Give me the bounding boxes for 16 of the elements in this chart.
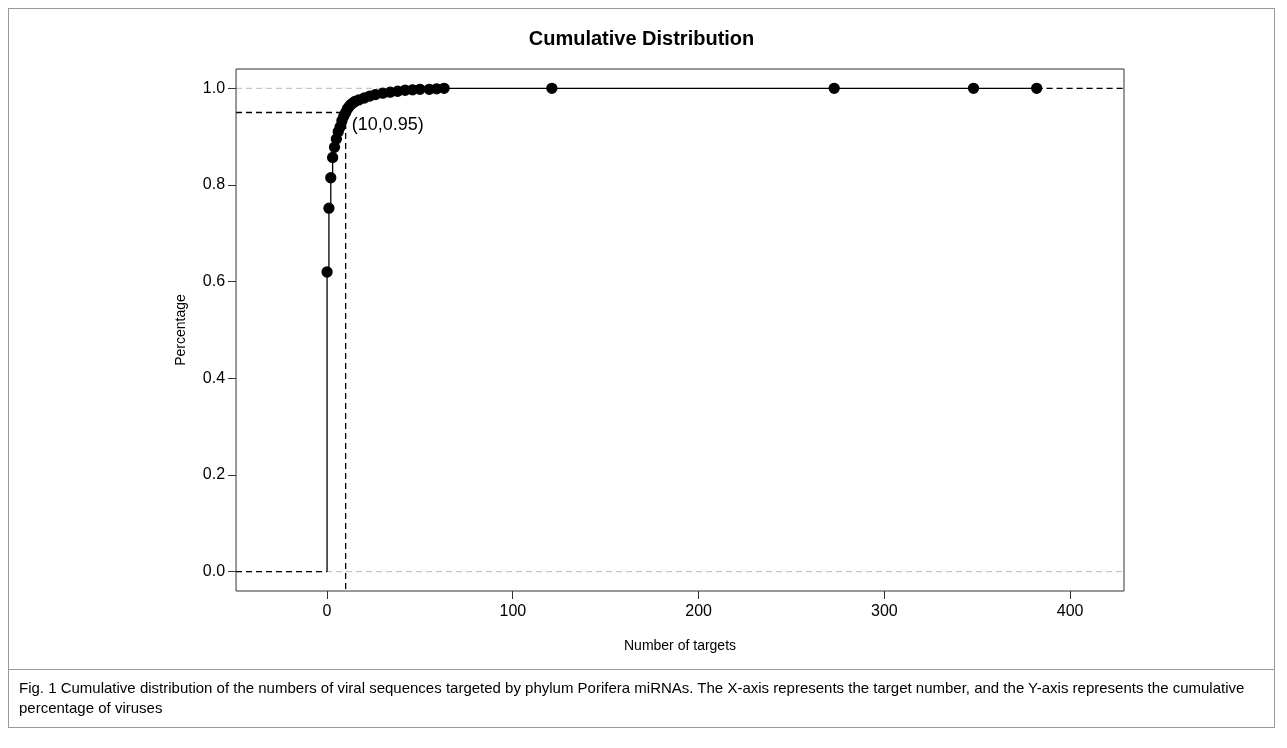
x-axis-title: Number of targets xyxy=(623,637,737,654)
y-tick-label: 0.8 xyxy=(202,175,226,193)
x-tick-label: 400 xyxy=(1056,602,1084,620)
y-axis-title: Percentage xyxy=(172,293,189,366)
annotation: (10,0.95) xyxy=(351,114,424,135)
x-tick-label: 100 xyxy=(499,602,527,620)
chart-title: Cumulative Distribution xyxy=(528,26,755,49)
x-tick-label: 0 xyxy=(322,602,332,620)
y-tick-label: 0.6 xyxy=(202,272,226,290)
x-tick-label: 200 xyxy=(685,602,713,620)
y-tick-label: 0.0 xyxy=(202,562,226,580)
y-tick-label: 1.0 xyxy=(202,78,226,96)
caption: Fig. 1 Cumulative distribution of the numbers of viral sequences targeted by phylum Porifera miRNAs. The X-axis represents the target number, and the Y-axis represents the cumulative percentage of viruses xyxy=(9,669,1274,727)
y-tick-label: 0.4 xyxy=(202,368,226,386)
x-tick-label: 300 xyxy=(871,602,898,620)
y-tick-label: 0.2 xyxy=(202,465,226,483)
